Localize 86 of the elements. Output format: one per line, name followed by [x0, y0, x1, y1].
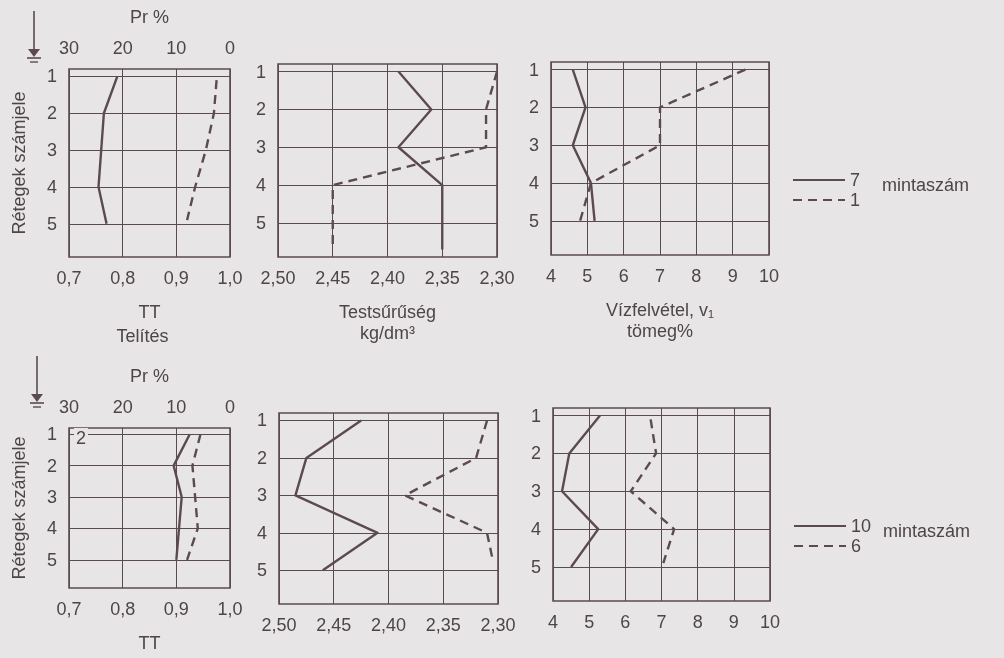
- y-tick-label: 2: [255, 99, 266, 120]
- x-tick-label: 1,0: [217, 268, 243, 288]
- y-tick-label: 1: [46, 424, 57, 445]
- x-tick-label: 6: [618, 266, 629, 286]
- y-tick-label: 2: [256, 447, 267, 468]
- x-tick-label: 2,45: [315, 268, 351, 288]
- y-axis-title: Rétegek számjele: [8, 91, 29, 235]
- x-tick-label: 4: [545, 266, 557, 286]
- x-tick-label: 2,50: [260, 268, 296, 288]
- y-tick-label: 4: [530, 519, 541, 540]
- annotation: 2: [76, 428, 87, 448]
- legend-label: 1: [850, 190, 861, 210]
- x-axis-title: Testsűrűség kg/dm³: [338, 301, 437, 343]
- x-tick-label: 7: [654, 266, 666, 286]
- x-tick-label: 0,8: [110, 599, 136, 619]
- y-tick-label: 4: [256, 522, 267, 543]
- y-tick-label: 4: [46, 518, 57, 539]
- x-tick-label: 4: [547, 612, 559, 632]
- x2-tick-label: 0: [224, 397, 236, 417]
- y-tick-label: 5: [256, 560, 267, 581]
- x-tick-label: 2,30: [479, 268, 515, 288]
- y-tick-label: 2: [528, 97, 539, 118]
- x2-tick-label: 10: [166, 397, 187, 417]
- y-tick-label: 3: [256, 485, 267, 506]
- x-tick-label: 2,30: [480, 615, 516, 635]
- y-tick-label: 4: [46, 176, 57, 197]
- x-tick-label: 2,35: [424, 268, 460, 288]
- y-tick-label: 5: [46, 549, 57, 570]
- x-tick-label: 7: [656, 612, 667, 632]
- y-tick-label: 4: [255, 175, 266, 196]
- x-tick-label: 8: [692, 612, 703, 632]
- y-tick-label: 5: [530, 556, 541, 577]
- x-tick-label: 2,40: [370, 615, 407, 635]
- x-tick-label: 2,45: [316, 615, 352, 635]
- legend-label: 10: [851, 516, 872, 536]
- x-tick-label: 5: [582, 266, 593, 286]
- x-tick-label: 9: [728, 612, 739, 632]
- x-tick-label: 10: [758, 266, 780, 286]
- y-tick-label: 3: [528, 135, 539, 156]
- y-tick-label: 5: [255, 212, 266, 233]
- y-axis-title: Rétegek számjele: [8, 436, 29, 580]
- x-tick-label: 0,7: [56, 599, 82, 619]
- x2-tick-label: 20: [112, 397, 133, 417]
- x-tick-label: 2,35: [425, 615, 461, 635]
- x2-tick-label: 30: [58, 38, 80, 58]
- x-axis-title: TT: [138, 632, 161, 653]
- y-tick-label: 4: [528, 173, 539, 194]
- y-tick-label: 5: [528, 210, 539, 231]
- legend-title: mintaszám: [883, 521, 971, 541]
- y-tick-label: 3: [530, 481, 541, 502]
- x-axis-title: TT: [138, 301, 161, 322]
- text: Telítés: [116, 326, 169, 346]
- y-tick-label: 1: [530, 405, 541, 426]
- y-tick-label: 2: [46, 103, 57, 124]
- x-axis-title: Vízfelvétel, v₁ tömeg%: [605, 299, 715, 341]
- y-tick-label: 1: [46, 66, 57, 87]
- x-tick-label: 0,8: [110, 268, 136, 288]
- x2-tick-label: 0: [224, 38, 236, 58]
- x-tick-label: 0,9: [163, 268, 189, 288]
- x-tick-label: 6: [620, 612, 631, 632]
- y-tick-label: 1: [256, 410, 267, 431]
- x-tick-label: 9: [727, 266, 738, 286]
- y-tick-label: 1: [528, 59, 539, 80]
- y-tick-label: 3: [255, 137, 266, 158]
- y-tick-label: 5: [46, 213, 57, 234]
- x-tick-label: 10: [759, 612, 781, 632]
- x-tick-label: 2,40: [369, 268, 406, 288]
- y-tick-label: 1: [255, 61, 266, 82]
- legend-label: 6: [851, 536, 862, 556]
- y-tick-label: 2: [46, 455, 57, 476]
- x-tick-label: 0,7: [56, 268, 82, 288]
- x2-tick-label: 30: [58, 397, 80, 417]
- x-tick-label: 8: [691, 266, 702, 286]
- legend-label: 7: [850, 170, 861, 190]
- x2-axis-title: Pr %: [129, 6, 170, 27]
- x-tick-label: 1,0: [217, 599, 243, 619]
- x2-tick-label: 20: [112, 38, 133, 58]
- y-tick-label: 3: [46, 487, 57, 508]
- y-tick-label: 3: [46, 140, 57, 161]
- x-tick-label: 0,9: [163, 599, 189, 619]
- x-tick-label: 2,50: [261, 615, 297, 635]
- x-tick-label: 5: [584, 612, 595, 632]
- legend-title: mintaszám: [882, 175, 970, 195]
- x2-tick-label: 10: [166, 38, 187, 58]
- x2-axis-title: Pr %: [129, 365, 170, 386]
- y-tick-label: 2: [530, 443, 541, 464]
